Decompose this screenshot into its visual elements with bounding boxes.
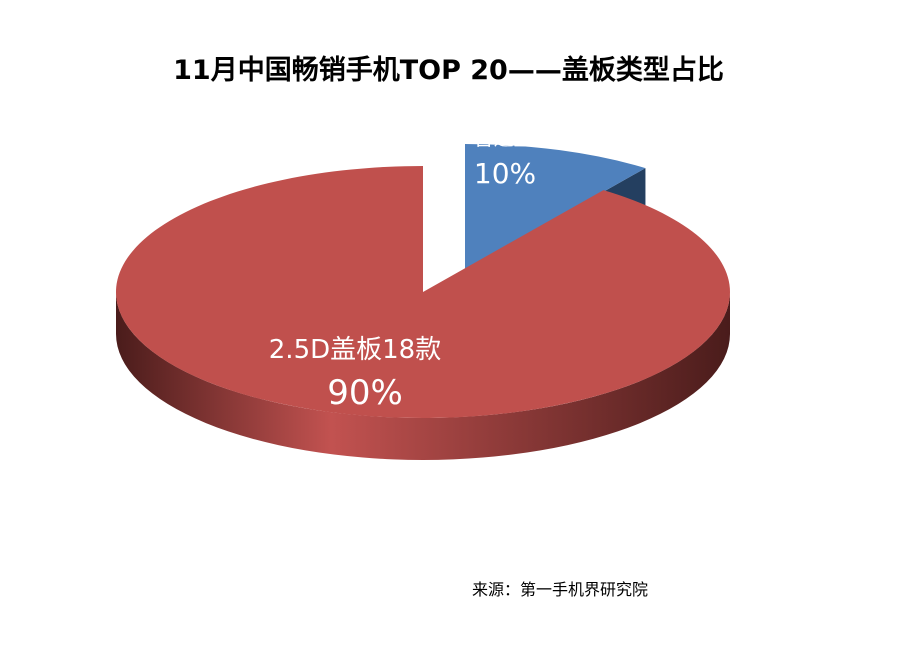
pie-slice-top-0 [465,144,646,270]
data-label-value-1: 90% [327,373,403,413]
data-label-name-1: 2.5D盖板18款 [269,335,441,365]
data-label-value-0: 10% [474,157,536,190]
chart-title: 11月中国畅销手机TOP 20——盖板类型占比 [173,55,724,86]
pie-tops [115,144,730,419]
source-note: 来源：第一手机界研究院 [472,580,649,599]
pie-slice-side-1 [116,292,730,460]
pie-slice-top-1 [115,166,730,419]
data-label-name-0: 普通盖板2款 [474,126,587,150]
pie-labels: 普通盖板2款 10% 2.5D盖板18款 90% [269,126,587,413]
